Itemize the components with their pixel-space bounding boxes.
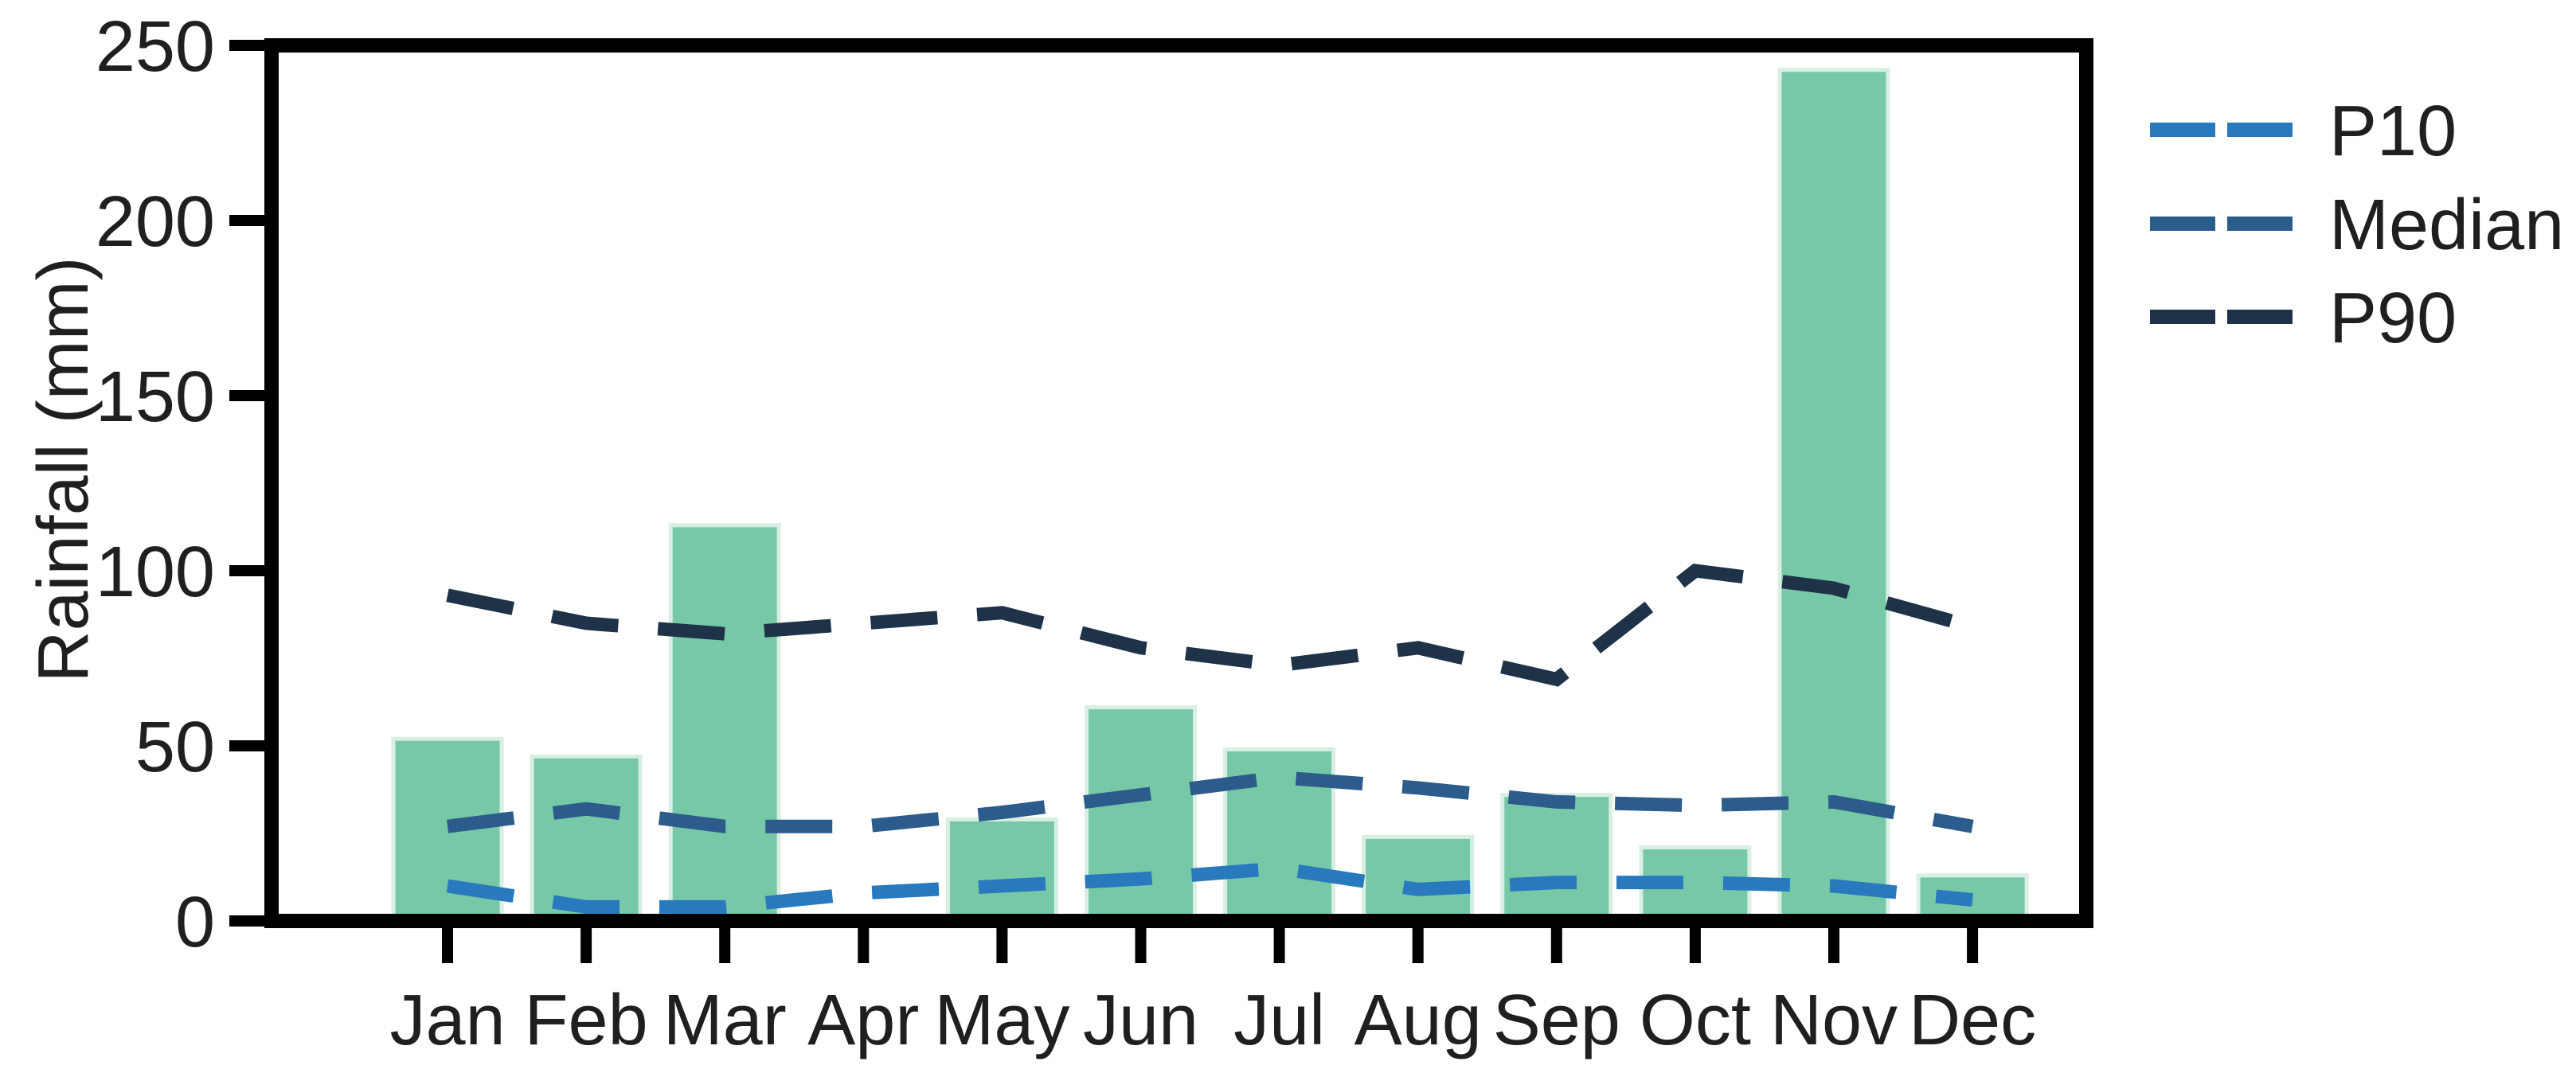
- y-tick-label: 100: [96, 533, 215, 612]
- bars: [391, 68, 2029, 928]
- x-tick-label-oct: Oct: [1640, 981, 1751, 1060]
- x-tick-label-nov: Nov: [1770, 981, 1898, 1060]
- y-axis: 0 50 100 150 200 250: [96, 7, 264, 962]
- x-axis: Jan Feb Mar Apr May Jun Jul Aug Sep Oct Nov Dec: [389, 928, 2036, 1060]
- y-tick-label: 150: [96, 357, 215, 437]
- x-tick-label-jul: Jul: [1233, 981, 1325, 1060]
- legend-label-p90: P90: [2329, 279, 2457, 358]
- legend-label-p10: P10: [2329, 92, 2457, 171]
- x-tick-label-apr: Apr: [807, 981, 919, 1060]
- y-tick-label: 50: [135, 708, 215, 787]
- bar-nov: [1777, 68, 1890, 928]
- legend-label-median: Median: [2329, 185, 2564, 265]
- bar-may: [945, 817, 1058, 928]
- x-tick-label-feb: Feb: [525, 981, 648, 1060]
- bar-mar: [668, 523, 781, 928]
- x-tick-label-jun: Jun: [1083, 981, 1198, 1060]
- legend: P10 Median P90: [2150, 92, 2564, 358]
- bar-sep: [1500, 793, 1613, 928]
- p10-line: [446, 861, 1973, 914]
- median-line: [446, 771, 1974, 833]
- x-tick-label-may: May: [934, 981, 1069, 1060]
- p90-path: [446, 564, 1975, 687]
- y-axis-title: Rainfall (mm): [24, 256, 104, 682]
- plot-area: [391, 68, 2029, 928]
- p90-line: [446, 564, 1975, 687]
- x-tick-label-dec: Dec: [1909, 981, 2036, 1060]
- x-tick-label-mar: Mar: [663, 981, 787, 1060]
- y-tick-label: 250: [96, 7, 215, 87]
- x-tick-label-jan: Jan: [389, 981, 505, 1060]
- y-tick-label: 0: [175, 883, 215, 962]
- x-tick-label-sep: Sep: [1493, 981, 1620, 1060]
- bar-feb: [530, 754, 643, 928]
- plot-frame: [264, 38, 2093, 928]
- p10-path: [446, 861, 1973, 914]
- median-path: [446, 771, 1974, 833]
- y-tick-label: 200: [96, 182, 215, 262]
- x-tick-label-aug: Aug: [1354, 981, 1482, 1060]
- bar-jan: [391, 736, 504, 928]
- bar-jun: [1085, 705, 1197, 928]
